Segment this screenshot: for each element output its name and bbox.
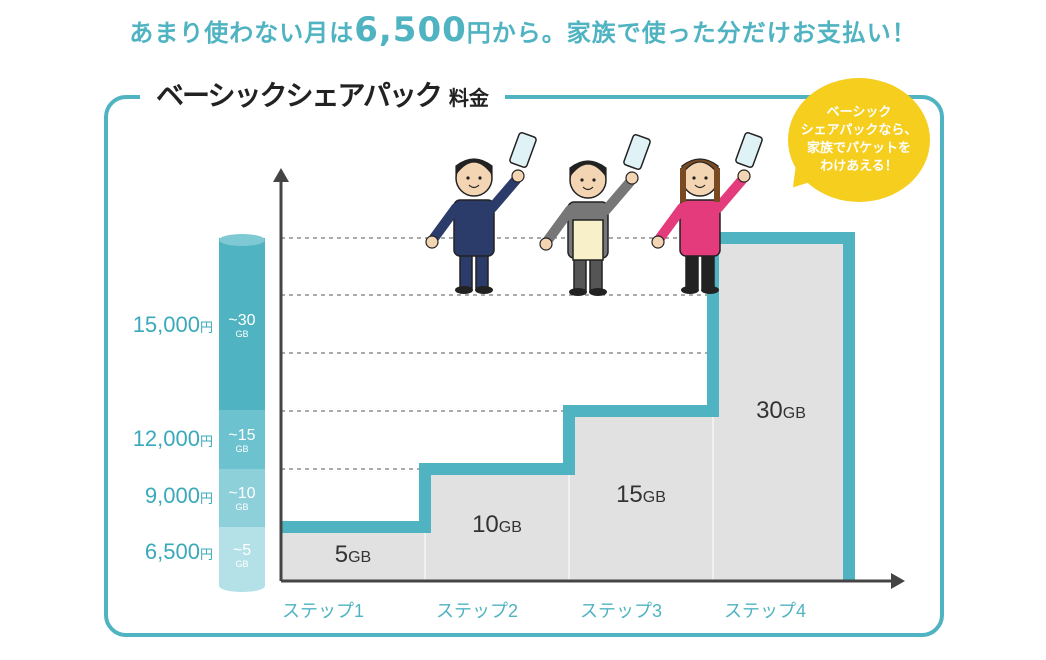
x-tick-label: ステップ4 [724,601,806,621]
x-tick-label: ステップ2 [436,601,518,621]
person-father [425,131,537,294]
bar-value-label: 15GB [616,481,666,508]
headline-pre: あまり使わない月は [129,19,355,47]
price-cylinder-top [219,234,265,246]
step-line [281,232,855,581]
bar-value-label: 5GB [335,541,371,568]
speech-bubble: ベーシック シェアパックなら、 家族でパケットを わけあえる！ [788,78,930,202]
cap-label: ~15 [228,427,255,444]
price-cylinder-segment [219,238,265,410]
headline: あまり使わない月は6,500円から。家族で使った分だけお支払い！ [0,10,1046,50]
chart-title-main: ベーシックシェアパック [156,79,443,112]
price-label: 12,000円 [133,426,213,451]
chart-title-sub: 料金 [448,86,489,110]
cap-label: ~5 [233,542,251,559]
headline-amount: 6,500 [354,10,467,50]
cap-label: ~30 [228,312,255,329]
cap-label: ~10 [228,485,255,502]
person-daughter [651,131,763,294]
speech-bubble-text: ベーシック シェアパックなら、 家族でパケットを わけあえる！ [800,105,918,174]
price-cylinder-segment [219,469,265,527]
price-cylinder-segment [219,527,265,586]
cap-unit-label: GB [235,329,248,339]
price-label: 9,000円 [145,483,213,508]
price-cylinder-bottom [219,580,265,592]
chart-frame [104,95,944,637]
x-tick-label: ステップ1 [282,601,364,621]
cap-unit-label: GB [235,502,248,512]
cap-unit-label: GB [235,444,248,454]
y-axis-arrow [273,168,289,182]
bar-step-3 [568,410,714,582]
headline-post: 円から。家族で使った分だけお支払い！ [466,19,917,47]
price-label: 6,500円 [145,539,213,564]
chart-title: ベーシックシェアパック 料金 [140,74,505,114]
price-label: 15,000円 [133,312,213,337]
bar-value-label: 10GB [472,511,522,538]
person-mother [539,133,651,296]
price-cylinder-segment [219,410,265,469]
bar-value-label: 30GB [756,397,806,424]
cap-unit-label: GB [235,559,248,569]
x-axis-arrow [891,573,905,589]
x-tick-label: ステップ3 [580,601,662,621]
